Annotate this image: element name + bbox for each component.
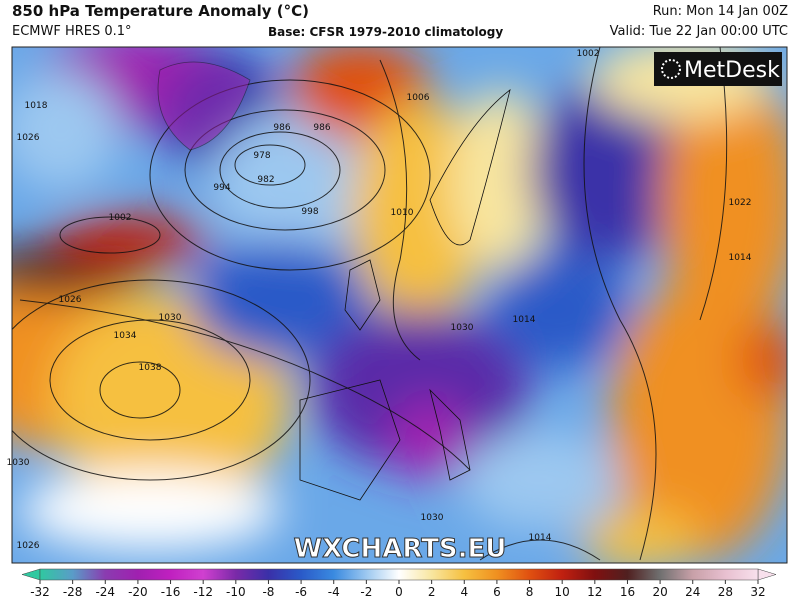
isobar-label: 1014 bbox=[529, 533, 552, 543]
isobar-label: 994 bbox=[213, 183, 230, 193]
anomaly-field bbox=[12, 47, 787, 563]
title: 850 hPa Temperature Anomaly (°C) bbox=[12, 2, 309, 20]
isobar-label: 1038 bbox=[139, 363, 162, 373]
colorbar-tick-label: -28 bbox=[63, 585, 83, 599]
isobar-label: 978 bbox=[253, 151, 270, 161]
isobar-label: 1030 bbox=[159, 313, 182, 323]
colorbar-left-arrow bbox=[21, 568, 41, 581]
colorbar-tick-label: -10 bbox=[226, 585, 246, 599]
colorbar-tick-label: -20 bbox=[128, 585, 148, 599]
colorbar-tick-label: -16 bbox=[161, 585, 181, 599]
isobar-label: 1006 bbox=[407, 93, 430, 103]
logo: MetDesk bbox=[684, 58, 780, 83]
isobar-label: 1002 bbox=[577, 49, 600, 59]
colorbar-tick-label: 8 bbox=[526, 585, 534, 599]
isobar-label: 1014 bbox=[513, 315, 536, 325]
colorbar-tick-label: 4 bbox=[460, 585, 468, 599]
colorbar-tick-label: -8 bbox=[262, 585, 274, 599]
isobar-label: 998 bbox=[301, 207, 318, 217]
coastlines bbox=[157, 61, 511, 501]
colorbar-right-arrow bbox=[757, 568, 777, 581]
colorbar-tick-label: -4 bbox=[328, 585, 340, 599]
colorbar-tick-label: 2 bbox=[428, 585, 436, 599]
isobar-label: 1030 bbox=[451, 323, 474, 333]
colorbar-tick-label: 20 bbox=[652, 585, 667, 599]
isobar-label: 1026 bbox=[17, 541, 40, 551]
isobar-label: 1018 bbox=[25, 101, 48, 111]
isobar-label: 1026 bbox=[59, 295, 82, 305]
isobar-label: 982 bbox=[257, 175, 274, 185]
isobar-label: 1034 bbox=[114, 331, 137, 341]
run: Run: Mon 14 Jan 00Z bbox=[652, 4, 788, 19]
isobar-label: 1026 bbox=[17, 133, 40, 143]
colorbar-tick-label: 24 bbox=[685, 585, 700, 599]
colorbar-tick-label: -32 bbox=[30, 585, 50, 599]
logo-icon bbox=[661, 59, 681, 79]
colorbar-tick-label: 6 bbox=[493, 585, 501, 599]
valid: Valid: Tue 22 Jan 00:00 UTC bbox=[609, 24, 788, 39]
watermark: WXCHARTS.EU bbox=[294, 534, 507, 564]
isobars bbox=[12, 47, 728, 561]
base: Base: CFSR 1979-2010 climatology bbox=[268, 25, 504, 39]
colorbar-tick-label: 12 bbox=[587, 585, 602, 599]
model: ECMWF HRES 0.1° bbox=[12, 24, 132, 39]
colorbar-tick-label: 10 bbox=[555, 585, 570, 599]
isobar-label: 1002 bbox=[109, 213, 132, 223]
colorbar-tick-label: 16 bbox=[620, 585, 635, 599]
colorbar-tick-label: 0 bbox=[395, 585, 403, 599]
colorbar bbox=[39, 568, 759, 581]
isobar-label: 1030 bbox=[421, 513, 444, 523]
colorbar-tick-label: 28 bbox=[718, 585, 733, 599]
isobar-label: 1022 bbox=[729, 198, 752, 208]
isobar-label: 1010 bbox=[391, 208, 414, 218]
logo-box bbox=[654, 52, 782, 86]
colorbar-tick-label: 32 bbox=[750, 585, 765, 599]
colorbar-tick-label: -12 bbox=[193, 585, 213, 599]
isobar-label: 986 bbox=[273, 123, 290, 133]
colorbar-tick-label: -2 bbox=[360, 585, 372, 599]
colorbar-tick-label: -6 bbox=[295, 585, 307, 599]
colorbar-tick-label: -24 bbox=[95, 585, 115, 599]
isobar-label: 1030 bbox=[7, 458, 30, 468]
isobar-label: 986 bbox=[313, 123, 330, 133]
isobar-label: 1014 bbox=[729, 253, 752, 263]
